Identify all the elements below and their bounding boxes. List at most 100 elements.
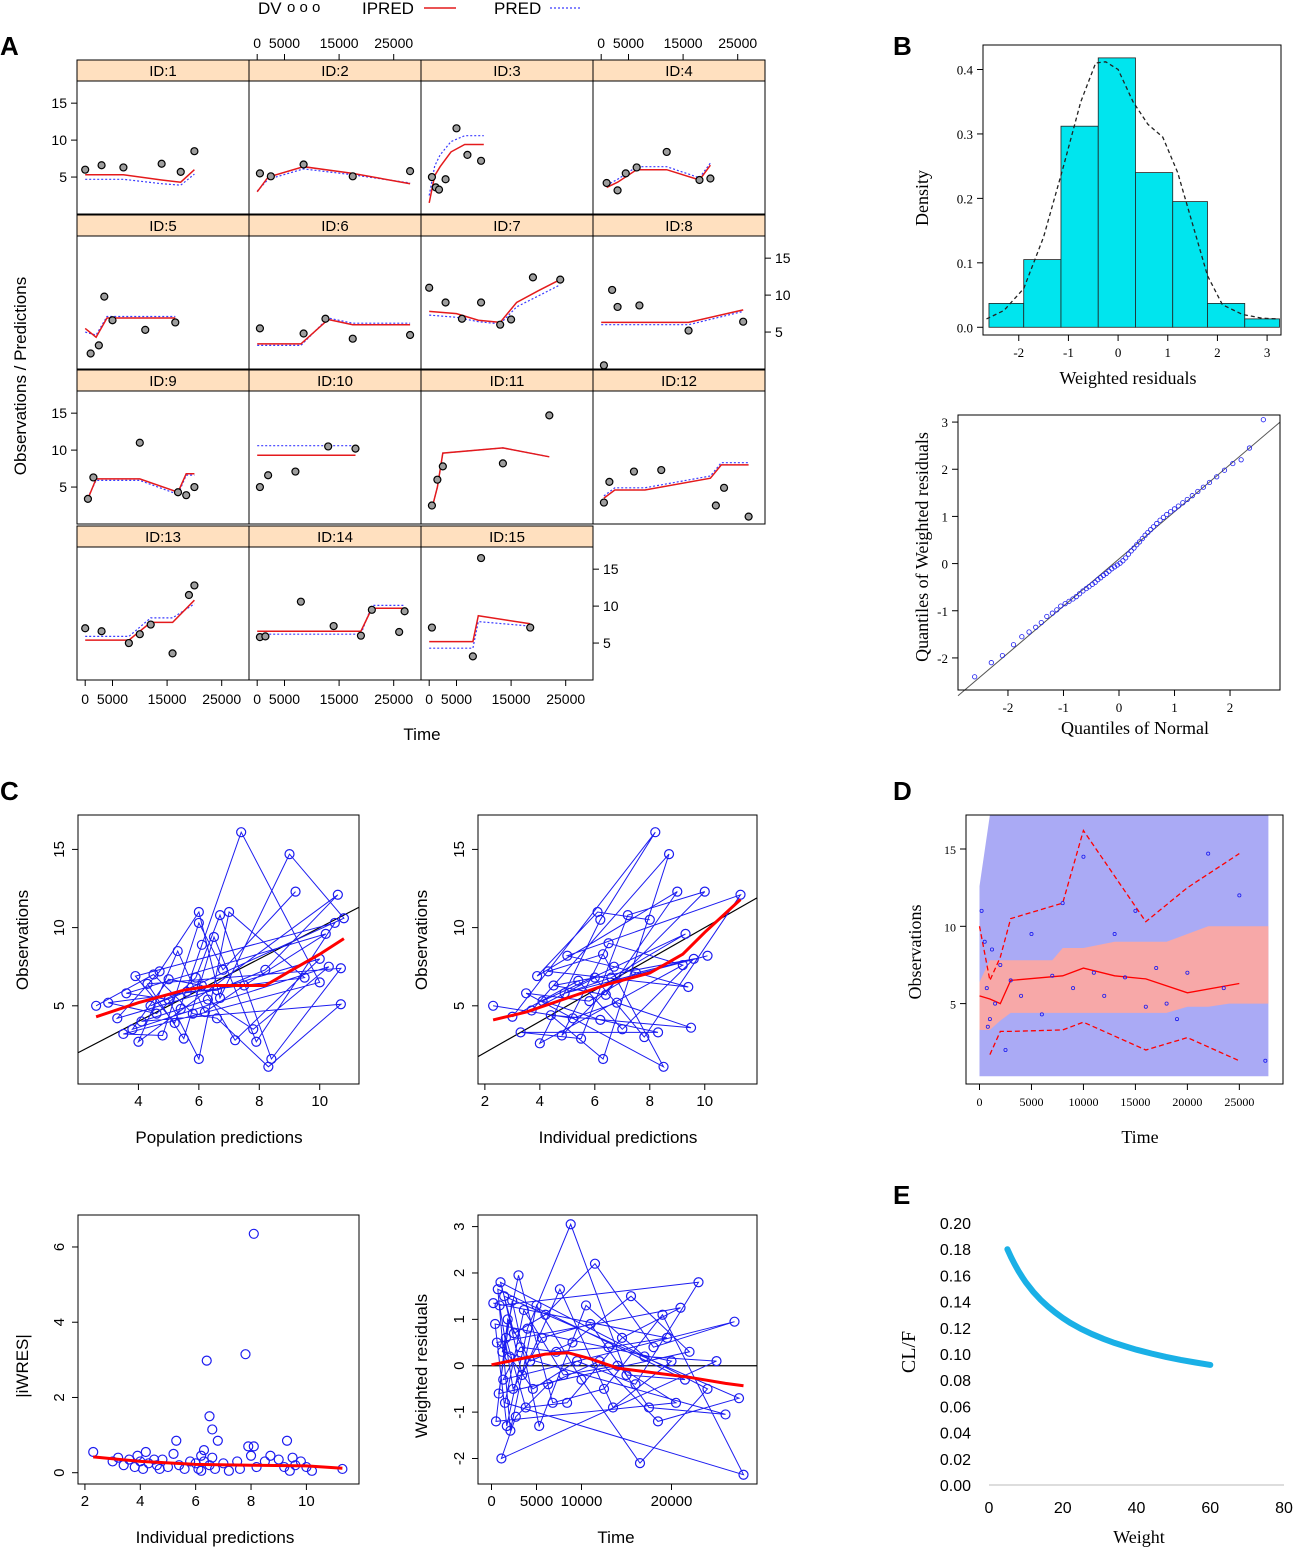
panelC3-frame — [77, 1214, 360, 1485]
vpc-upper-pi — [978, 828, 1240, 983]
panel-b-histogram: -2 -1 0 1 2 3 0.0 0.1 0.2 0.3 0.4 — [957, 44, 1282, 360]
data-point — [677, 960, 688, 971]
data-point — [634, 1458, 646, 1469]
smooth-line — [491, 1351, 744, 1388]
pred-line — [85, 173, 195, 186]
qq-point — [1125, 551, 1132, 557]
dv-point — [599, 361, 609, 370]
data-point — [127, 1024, 138, 1035]
data-point — [193, 917, 204, 929]
dv-point — [632, 163, 641, 172]
vpc-point — [993, 1001, 998, 1006]
vpc-point — [979, 908, 984, 913]
b2-frame — [957, 414, 1281, 691]
dv-point — [261, 632, 270, 641]
panel-frame — [76, 546, 250, 681]
data-point — [643, 1402, 655, 1413]
qq-point — [1086, 584, 1092, 590]
qq-reference-line — [957, 421, 1281, 697]
qq-point — [1026, 629, 1032, 635]
a-xtick-label: 25000 — [202, 691, 241, 707]
ipred-line — [429, 614, 531, 643]
data-point — [145, 1000, 156, 1011]
qq-point — [1184, 496, 1190, 503]
data-point — [329, 917, 340, 929]
e-ytick-label: 0.20 — [940, 1216, 971, 1233]
dv-point — [266, 172, 275, 181]
data-point — [520, 1402, 531, 1413]
data-point — [670, 1397, 682, 1408]
data-point — [175, 1003, 186, 1015]
dv-point — [405, 167, 415, 176]
vpc-lower-pi — [989, 1021, 1240, 1062]
dv-point — [457, 314, 467, 323]
panel-label-a: A — [0, 31, 19, 61]
panelC1-ytick-label: 15 — [51, 841, 68, 858]
dv-point — [255, 482, 265, 492]
data-point — [154, 966, 165, 977]
hist-bar — [1172, 201, 1208, 328]
panelC2-xtick-label: 10 — [696, 1093, 713, 1110]
b2-ytick-label: 3 — [942, 415, 949, 430]
data-point — [157, 1030, 168, 1041]
panelC4-ytick-label: 2 — [451, 1269, 468, 1277]
data-point — [580, 1300, 592, 1311]
dv-point — [425, 283, 434, 292]
data-point — [169, 1017, 180, 1029]
a-xtick-label: 25000 — [374, 35, 413, 51]
e-ytick-label: 0.04 — [940, 1426, 971, 1443]
a-xtick-label: 5000 — [269, 35, 300, 51]
panel-frame — [248, 390, 422, 525]
dv-point — [291, 467, 300, 476]
data-point — [542, 966, 554, 977]
a-xtick-label: 5000 — [441, 691, 472, 707]
dv-point — [97, 161, 106, 170]
data-point — [112, 1013, 123, 1024]
dv-point — [629, 467, 639, 476]
qq-point — [972, 674, 978, 680]
dv-point — [356, 631, 366, 640]
legend-dv-glyph: o o o — [287, 0, 320, 16]
ipred-line — [431, 447, 550, 509]
data-point — [251, 1036, 262, 1047]
qq-point — [1134, 542, 1140, 548]
data-point — [168, 1448, 179, 1460]
qq-point — [1168, 509, 1174, 515]
qq-point — [1076, 591, 1083, 597]
data-point — [198, 1445, 210, 1456]
data-point — [495, 1277, 506, 1288]
panel-c2-ylabel: Observations — [412, 890, 431, 990]
data-point — [679, 1374, 691, 1385]
hist-bar — [1097, 57, 1136, 328]
panel-e-xlabel: Weight — [1113, 1527, 1165, 1547]
data-point — [693, 1277, 704, 1288]
panel-c-wres-vs-time: 0 5000 10000 20000 -2 -1 0 1 2 3 — [451, 1214, 758, 1510]
panel-frame — [592, 390, 766, 525]
strip-label: ID:14 — [317, 529, 353, 546]
e-ytick-label: 0.14 — [940, 1295, 971, 1312]
b2-ytick-label: -1 — [937, 604, 948, 619]
e-ytick-label: 0.00 — [940, 1478, 971, 1495]
dv-point — [695, 175, 704, 185]
data-point — [290, 886, 301, 897]
vpc-point — [1123, 975, 1128, 980]
data-point — [488, 1000, 499, 1011]
data-point — [323, 961, 334, 972]
data-point — [589, 972, 600, 983]
data-point — [140, 1446, 151, 1458]
strip-label: ID:11 — [490, 373, 525, 390]
data-point — [217, 964, 229, 975]
qq-point — [1044, 613, 1050, 620]
dv-point — [613, 186, 622, 195]
panel-label-c: C — [0, 776, 19, 806]
panelC4-ytick-label: -1 — [451, 1405, 468, 1418]
profile-lines — [493, 1222, 745, 1476]
vpc-point — [1060, 901, 1065, 906]
a-xtick-label: 25000 — [546, 691, 585, 707]
e-ytick-label: 0.02 — [940, 1452, 971, 1469]
data-point — [666, 1355, 677, 1367]
dv-point — [141, 325, 150, 334]
vpc-point — [998, 962, 1003, 967]
vpc-point — [1164, 1001, 1169, 1006]
data-point — [502, 1314, 513, 1325]
